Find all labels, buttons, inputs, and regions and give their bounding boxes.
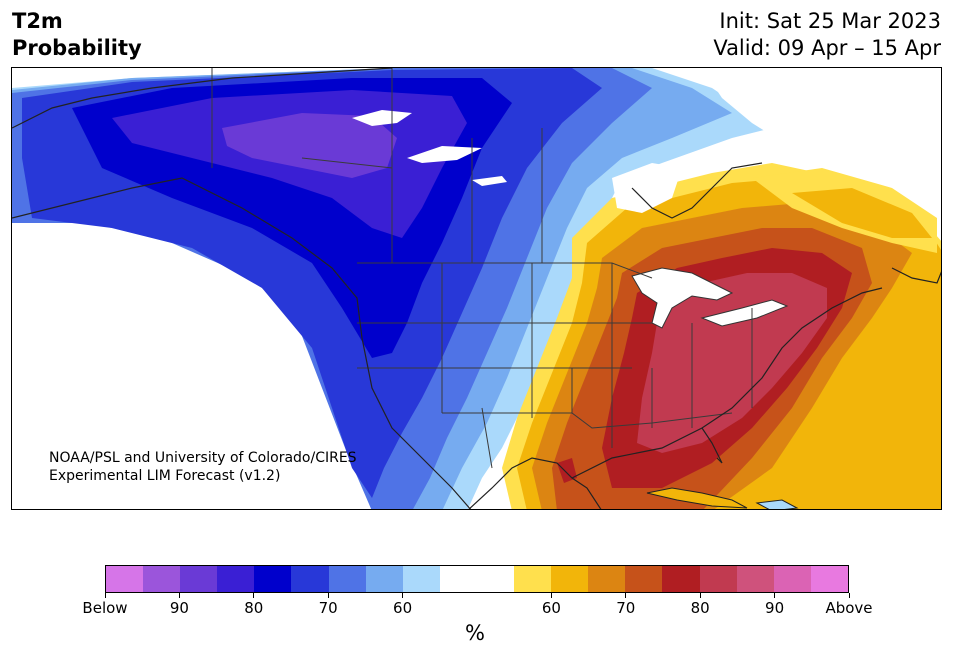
colorbar-cell: [662, 566, 700, 592]
colorbar-tick-label: Below: [82, 599, 128, 617]
colorbar-tick-label: 90: [169, 599, 189, 617]
colorbar: [105, 565, 849, 593]
colorbar-cell: [365, 566, 403, 592]
colorbar-tick-label: 80: [690, 599, 710, 617]
colorbar-tickmark: [253, 593, 255, 598]
colorbar-cell: [328, 566, 366, 592]
colorbar-tickmark: [625, 593, 627, 598]
colorbar-tick-label: Above: [825, 599, 873, 617]
colorbar-tickmark: [774, 593, 776, 598]
region-quebec-orange: [792, 188, 932, 238]
colorbar-cell: [625, 566, 663, 592]
above-normal-max: [637, 273, 827, 453]
colorbar-tickmark: [178, 593, 180, 598]
credit-line2: Experimental LIM Forecast (v1.2): [49, 468, 281, 484]
great-slave-lake: [407, 146, 482, 163]
colorbar-tick-label: 70: [318, 599, 338, 617]
colorbar-cell: [810, 566, 848, 592]
colorbar-tick-label: 60: [541, 599, 561, 617]
colorbar-tick-label: 90: [765, 599, 785, 617]
init-date: Init: Sat 25 Mar 2023: [719, 9, 941, 33]
forecast-dates: Init: Sat 25 Mar 2023 Valid: 09 Apr – 15…: [713, 8, 941, 62]
colorbar-cell: [291, 566, 329, 592]
hispaniola: [755, 499, 799, 509]
colorbar-cell: [551, 566, 589, 592]
coastlines: [12, 68, 941, 509]
map-credit: NOAA/PSL and University of Colorado/CIRE…: [49, 449, 357, 485]
colorbar-cell: [254, 566, 292, 592]
credit-line1: NOAA/PSL and University of Colorado/CIRE…: [49, 450, 357, 466]
colorbar-tick-label: 70: [616, 599, 636, 617]
colorbar-cell: [180, 566, 218, 592]
valid-dates: Valid: 09 Apr – 15 Apr: [713, 36, 941, 60]
colorbar-tickmark: [699, 593, 701, 598]
colorbar-tickmark: [550, 593, 552, 598]
great-bear-lake: [352, 110, 412, 126]
colorbar-cell: [773, 566, 811, 592]
colorbar-cell: [143, 566, 181, 592]
map-title-line2: Probability: [12, 36, 142, 60]
below-normal-peak: [222, 113, 397, 178]
colorbar-cell: [402, 566, 440, 592]
colorbar-cell: [699, 566, 737, 592]
colorbar-cell: [439, 566, 477, 592]
colorbar-unit: %: [465, 621, 485, 645]
above-normal-texas-core: [557, 458, 577, 483]
cuba: [646, 487, 748, 509]
map-title: T2m Probability: [12, 8, 142, 62]
colorbar-cell: [476, 566, 515, 592]
map-svg: [12, 68, 941, 509]
colorbar-tickmark: [402, 593, 404, 598]
colorbar-cell: [588, 566, 626, 592]
colorbar-tickmark: [327, 593, 329, 598]
great-lakes: [631, 267, 734, 329]
lake-erie-ontario: [700, 299, 789, 327]
colorbar-cell: [514, 566, 552, 592]
colorbar-tickmark: [848, 593, 850, 598]
probability-map: [11, 67, 942, 510]
hudson-bay-light: [612, 163, 682, 213]
colorbar-cell: [736, 566, 774, 592]
colorbar-cell: [106, 566, 144, 592]
map-title-line1: T2m: [12, 9, 63, 33]
colorbar-tick-label: 80: [244, 599, 264, 617]
borders: [211, 68, 753, 469]
colorbar-tick-label: 60: [393, 599, 413, 617]
colorbar-tickmark: [104, 593, 106, 598]
lake-athabasca: [472, 176, 507, 186]
greenland-white: [702, 68, 941, 173]
colorbar-cell: [217, 566, 255, 592]
